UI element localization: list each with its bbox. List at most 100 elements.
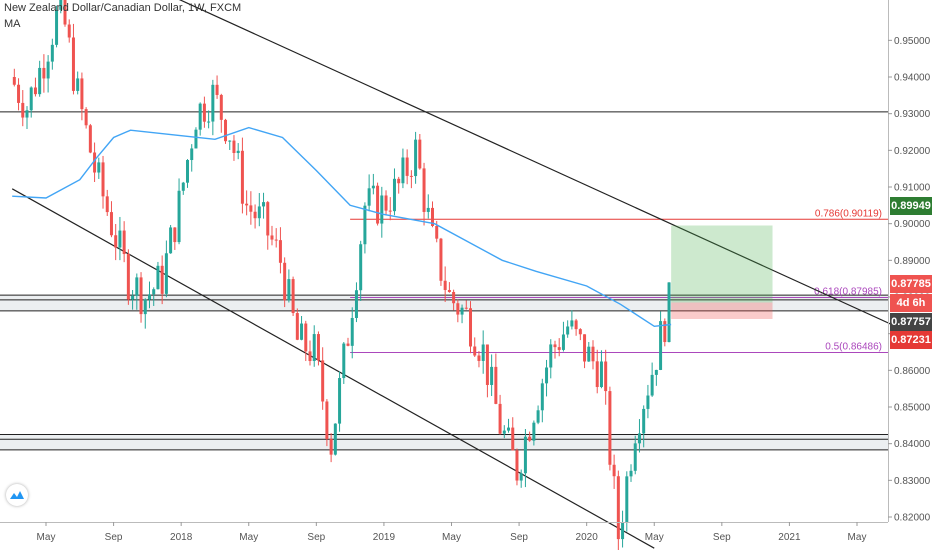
candle-body xyxy=(219,94,223,120)
candle-body xyxy=(240,150,244,204)
time-tick-label: Sep xyxy=(510,532,528,543)
candle-body xyxy=(59,0,63,10)
candle-body xyxy=(384,195,388,211)
candle-body xyxy=(122,230,126,255)
candle-body xyxy=(667,282,671,343)
candle-body xyxy=(342,343,346,379)
candle-body xyxy=(397,178,401,184)
candle-body xyxy=(363,205,367,245)
candle-body xyxy=(186,160,190,183)
candle-body xyxy=(561,334,565,350)
candle-body xyxy=(494,366,498,404)
candle-body xyxy=(266,202,270,236)
candle-body xyxy=(93,152,97,173)
candle-body xyxy=(371,185,375,189)
candle-body xyxy=(67,24,71,38)
candle-body xyxy=(659,321,663,370)
candle-body xyxy=(156,265,160,290)
candle-body xyxy=(84,109,88,126)
candle-body xyxy=(304,323,308,352)
candle-body xyxy=(477,355,481,361)
candle-body xyxy=(249,205,253,212)
candle-body xyxy=(38,67,42,95)
candle-body xyxy=(211,84,215,122)
candle-body xyxy=(625,476,629,523)
time-tick-label: Sep xyxy=(713,532,731,543)
candle-body xyxy=(194,129,198,149)
time-tick-label: 2020 xyxy=(576,532,599,543)
candle-body xyxy=(143,299,147,315)
candle-body xyxy=(71,37,75,91)
candle-body xyxy=(490,366,494,385)
candle-body xyxy=(388,210,392,212)
candle-body xyxy=(650,374,654,396)
candle-body xyxy=(346,343,350,346)
candle-body xyxy=(354,290,358,318)
time-tick-label: May xyxy=(645,532,664,543)
candle-body xyxy=(414,139,418,177)
candle-body xyxy=(257,206,261,219)
candle-body xyxy=(262,202,266,207)
candle-body xyxy=(654,369,658,375)
candle-body xyxy=(549,344,553,368)
price-tick-label: 0.90000 xyxy=(894,219,931,230)
candle-body xyxy=(380,195,384,224)
candle-body xyxy=(181,182,185,191)
time-tick-label: 2019 xyxy=(373,532,396,543)
candle-body xyxy=(392,178,396,212)
price-tick-label: 0.89000 xyxy=(894,256,931,267)
candle-body xyxy=(25,110,29,118)
candle-body xyxy=(456,303,460,315)
indicator-label[interactable]: MA xyxy=(4,18,21,30)
candle-body xyxy=(578,329,582,335)
moving-average-line xyxy=(12,126,672,328)
candle-body xyxy=(621,522,625,540)
time-tick-label: May xyxy=(37,532,56,543)
candle-body xyxy=(21,102,25,118)
candle-body xyxy=(109,212,113,236)
candle-body xyxy=(308,351,312,362)
candle-body xyxy=(198,103,202,130)
candle-body xyxy=(139,277,143,315)
candle-body xyxy=(190,148,194,161)
price-tick-label: 0.83000 xyxy=(894,476,931,487)
candle-body xyxy=(295,313,299,340)
candle-body xyxy=(147,294,151,300)
candle-body xyxy=(236,150,240,153)
price-tag: 0.87231 xyxy=(890,331,932,349)
candle-body xyxy=(287,279,291,301)
candle-body xyxy=(426,207,430,212)
candle-body xyxy=(460,307,464,315)
candle-body xyxy=(50,44,54,62)
candle-body xyxy=(401,157,405,184)
candle-body xyxy=(169,227,173,254)
candle-body xyxy=(376,185,380,224)
candle-body xyxy=(17,84,21,103)
candle-body xyxy=(409,175,413,177)
price-tag: 4d 6h xyxy=(890,294,932,312)
candle-body xyxy=(405,157,409,176)
price-tick-label: 0.94000 xyxy=(894,73,931,84)
fib-level-label: 0.618(0.87985) xyxy=(814,287,882,298)
candle-body xyxy=(464,307,468,309)
candle-body xyxy=(511,427,515,451)
candle-body xyxy=(612,464,616,477)
candle-body xyxy=(532,422,536,441)
tradingview-logo-icon[interactable] xyxy=(6,484,28,506)
time-tick-label: May xyxy=(848,532,867,543)
candle-body xyxy=(553,344,557,348)
candle-body xyxy=(591,346,595,362)
candle-body xyxy=(29,87,33,111)
candle-body xyxy=(642,408,646,434)
candle-body xyxy=(105,196,109,213)
candle-body xyxy=(422,168,426,212)
candle-body xyxy=(616,476,620,540)
candle-body xyxy=(545,367,549,384)
candle-body xyxy=(88,125,92,153)
candle-body xyxy=(173,227,177,243)
candle-body xyxy=(224,119,228,142)
price-tick-label: 0.85000 xyxy=(894,403,931,414)
candle-body xyxy=(245,203,249,206)
candle-body xyxy=(80,78,84,110)
